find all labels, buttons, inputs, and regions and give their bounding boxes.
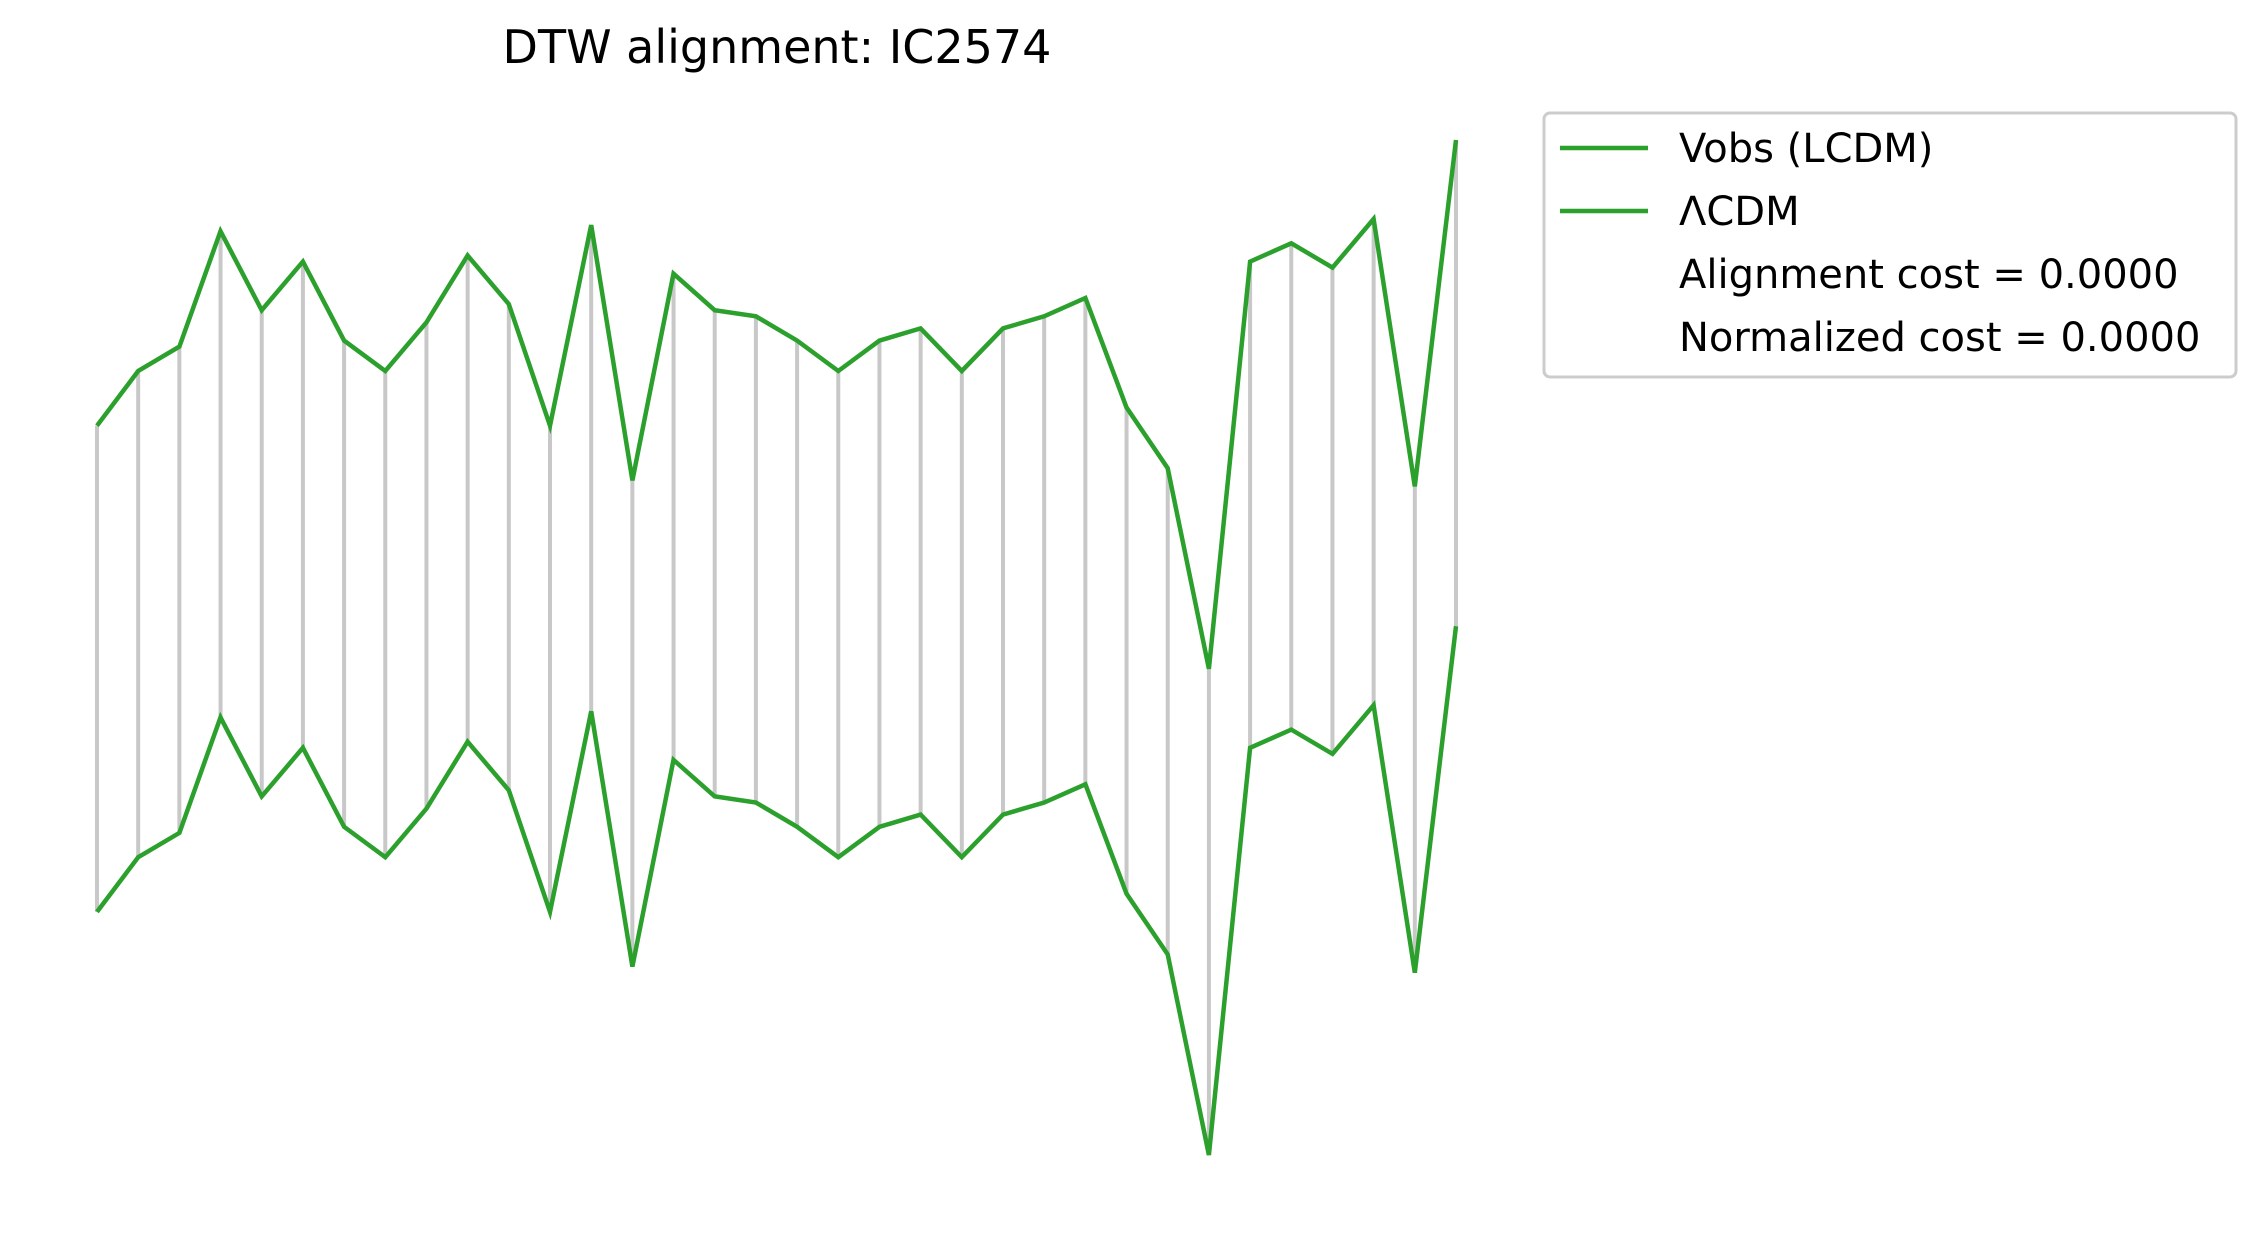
legend-label: Normalized cost = 0.0000 (1679, 315, 2200, 361)
series-line-lcdm (95, 625, 1459, 1156)
legend: Vobs (LCDM) ΛCDM Alignment cost = 0.0000 No… (1542, 111, 2238, 379)
chart-title: DTW alignment: IC2574 (503, 20, 1052, 74)
series-lines (95, 139, 1459, 1156)
legend-label: Vobs (LCDM) (1679, 126, 1933, 172)
series-line-vobs (95, 139, 1459, 670)
legend-label: Alignment cost = 0.0000 (1679, 252, 2179, 298)
legend-label: ΛCDM (1679, 189, 1800, 235)
legend-frame (1542, 111, 2238, 379)
legend-entries: Vobs (LCDM) ΛCDM Alignment cost = 0.0000 No… (1560, 126, 2200, 361)
alignment-lines (95, 140, 1458, 1155)
